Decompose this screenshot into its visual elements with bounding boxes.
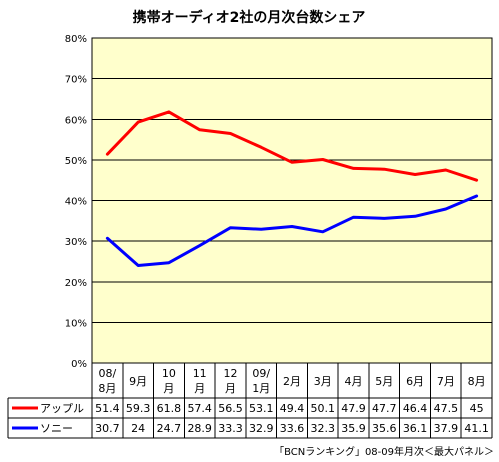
data-value-cell: 49.4 bbox=[280, 402, 305, 415]
data-value-cell: 45 bbox=[470, 402, 484, 415]
series-line-1 bbox=[105, 194, 479, 267]
series-line-0 bbox=[105, 110, 479, 182]
x-category-label: 7月 bbox=[437, 375, 455, 388]
x-category-label: 2月 bbox=[283, 375, 301, 388]
y-tick-label: 60% bbox=[65, 115, 87, 126]
data-value-cell: 35.6 bbox=[372, 422, 397, 435]
y-tick-label: 30% bbox=[65, 237, 87, 248]
data-value-cell: 59.3 bbox=[126, 402, 151, 415]
x-category-label: 11 bbox=[193, 367, 207, 380]
x-category-label: 月 bbox=[163, 382, 174, 395]
x-category-label: 4月 bbox=[345, 375, 363, 388]
x-category-label: 月 bbox=[194, 382, 205, 395]
data-value-cell: 32.9 bbox=[249, 422, 274, 435]
data-value-cell: 56.5 bbox=[218, 402, 243, 415]
data-value-cell: 33.6 bbox=[280, 422, 305, 435]
data-value-cell: 30.7 bbox=[95, 422, 120, 435]
y-tick-label: 50% bbox=[65, 156, 87, 167]
data-value-cell: 32.3 bbox=[311, 422, 336, 435]
data-value-cell: 36.1 bbox=[403, 422, 428, 435]
data-value-cell: 46.4 bbox=[403, 402, 428, 415]
x-category-label: 1月 bbox=[252, 382, 270, 395]
data-value-cell: 41.1 bbox=[464, 422, 489, 435]
y-tick-label: 0% bbox=[71, 359, 87, 370]
y-tick-label: 10% bbox=[65, 318, 87, 329]
data-value-cell: 57.4 bbox=[187, 402, 212, 415]
data-value-cell: 35.9 bbox=[341, 422, 366, 435]
y-tick-label: 20% bbox=[65, 278, 87, 289]
x-category-label: 6月 bbox=[406, 375, 424, 388]
data-value-cell: 33.3 bbox=[218, 422, 243, 435]
y-tick-label: 40% bbox=[65, 197, 87, 208]
data-value-cell: 50.1 bbox=[311, 402, 336, 415]
x-category-label: 8月 bbox=[98, 382, 116, 395]
x-category-label: 10 bbox=[162, 367, 176, 380]
legend-label: ソニー bbox=[40, 422, 73, 435]
y-tick-label: 70% bbox=[65, 75, 87, 86]
source-note: 「BCNランキング」08-09年月次＜最大パネル＞ bbox=[274, 445, 494, 458]
x-category-label: 3月 bbox=[314, 375, 332, 388]
x-category-label: 8月 bbox=[468, 375, 486, 388]
y-tick-label: 80% bbox=[65, 34, 87, 45]
x-category-label: 12 bbox=[223, 367, 237, 380]
data-value-cell: 37.9 bbox=[434, 422, 459, 435]
x-category-label: 09/ bbox=[252, 367, 270, 380]
data-value-cell: 61.8 bbox=[157, 402, 182, 415]
x-category-label: 08/ bbox=[99, 367, 117, 380]
data-value-cell: 53.1 bbox=[249, 402, 274, 415]
data-value-cell: 51.4 bbox=[95, 402, 120, 415]
data-value-cell: 28.9 bbox=[187, 422, 212, 435]
data-value-cell: 47.5 bbox=[434, 402, 459, 415]
chart-title: 携帯オーディオ2社の月次台数シェア bbox=[133, 9, 366, 26]
x-category-label: 月 bbox=[225, 382, 236, 395]
x-category-label: 9月 bbox=[129, 375, 147, 388]
data-value-cell: 24 bbox=[131, 422, 145, 435]
data-value-cell: 24.7 bbox=[157, 422, 182, 435]
x-category-label: 5月 bbox=[375, 375, 393, 388]
legend-label: アップル bbox=[40, 402, 84, 415]
plot-area: 0% 10% 20% 30% 40% 50% 60% 70% 80% 08/8月 9月 10 月 11 月 1… bbox=[7, 34, 493, 439]
plot-border bbox=[91, 37, 493, 364]
data-value-cell: 47.9 bbox=[341, 402, 366, 415]
data-value-cell: 47.7 bbox=[372, 402, 397, 415]
